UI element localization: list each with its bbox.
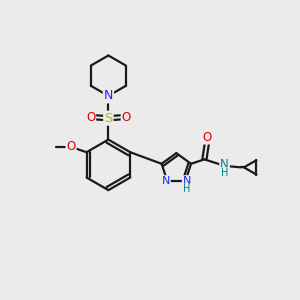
Text: O: O [66,140,76,153]
Text: H: H [183,184,190,194]
Text: N: N [183,176,191,186]
Text: O: O [203,130,212,144]
Text: O: O [86,110,95,124]
Text: N: N [162,176,170,186]
Text: O: O [122,110,131,124]
Text: N: N [104,89,113,102]
Text: N: N [220,158,229,171]
Text: S: S [104,112,112,125]
Text: H: H [221,168,229,178]
